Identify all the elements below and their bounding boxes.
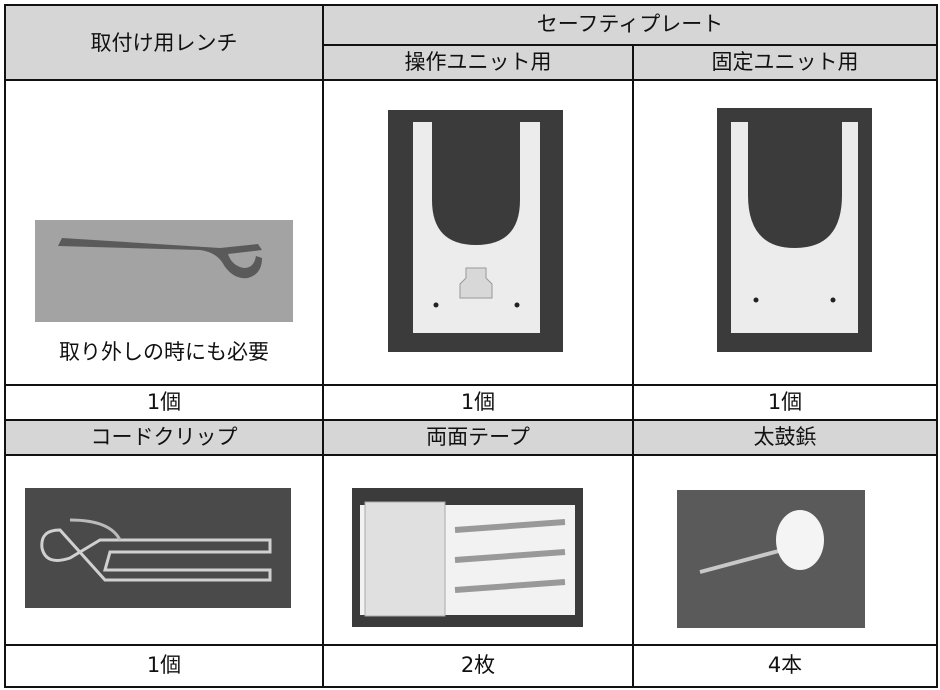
label-cell: 両面テープ	[426, 425, 530, 449]
plate-fixed-photo	[717, 108, 872, 352]
count-cell: 2枚	[461, 653, 495, 677]
count-cell: 1個	[147, 390, 181, 414]
header-cell: 操作ユニット用	[405, 50, 552, 74]
label-cell: 太鼓鋲	[754, 425, 817, 449]
header-cell: 取付け用レンチ	[91, 31, 238, 55]
table-grid	[4, 4, 938, 688]
count-cell: 1個	[461, 390, 495, 414]
note: 取り外しの時にも必要	[59, 340, 269, 364]
pin-photo	[677, 490, 865, 628]
wrench-photo	[35, 220, 293, 322]
cord-clip-photo	[25, 488, 291, 608]
count-cell: 1個	[768, 390, 802, 414]
label-cell: コードクリップ	[91, 425, 238, 449]
header-cell: セーフティプレート	[537, 12, 723, 36]
count-cell: 1個	[147, 653, 181, 677]
header-cell: 固定ユニット用	[712, 50, 859, 74]
label-row-bg	[5, 420, 937, 455]
tape-photo	[352, 488, 583, 627]
plate-op-photo	[388, 110, 563, 352]
count-cell: 4本	[768, 653, 802, 677]
header-bg	[5, 5, 937, 80]
